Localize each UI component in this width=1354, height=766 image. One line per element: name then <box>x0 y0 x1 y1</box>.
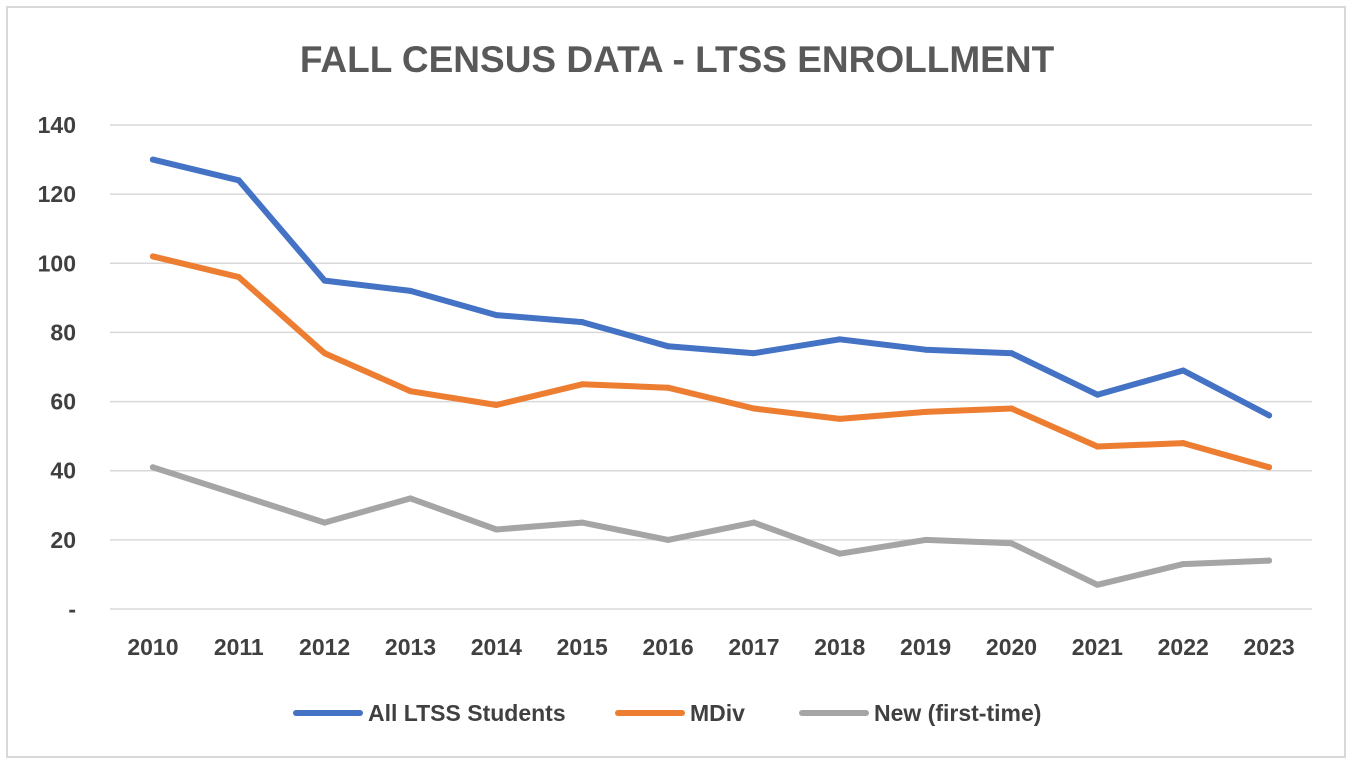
data-point-new-first-time <box>407 495 414 502</box>
legend-label: MDiv <box>690 700 745 726</box>
data-point-all-ltss-students <box>149 156 156 163</box>
y-axis-ticks: - 20 40 60 80 100 120 140 <box>38 112 76 622</box>
data-point-new-first-time <box>321 519 328 526</box>
data-point-mdiv <box>1008 405 1015 412</box>
x-axis-ticks: 2010 2011 2012 2013 2014 2015 2016 2017 2018 2019… <box>127 634 1294 660</box>
legend-label: All LTSS Students <box>368 700 566 726</box>
x-tick-label: 2013 <box>385 634 436 660</box>
data-point-mdiv <box>407 388 414 395</box>
data-point-new-first-time <box>836 550 843 557</box>
y-tick-label: 40 <box>50 458 76 484</box>
data-point-new-first-time <box>1180 561 1187 568</box>
data-point-all-ltss-students <box>1094 391 1101 398</box>
x-tick-label: 2014 <box>471 634 522 660</box>
chart-title: FALL CENSUS DATA - LTSS ENROLLMENT <box>300 39 1055 80</box>
y-tick-label: 100 <box>38 250 76 276</box>
data-point-new-first-time <box>579 519 586 526</box>
data-point-new-first-time <box>149 464 156 471</box>
data-point-new-first-time <box>1008 540 1015 547</box>
data-point-all-ltss-students <box>922 346 929 353</box>
data-point-new-first-time <box>1266 557 1273 564</box>
legend-label: New (first-time) <box>874 700 1041 726</box>
data-point-all-ltss-students <box>493 312 500 319</box>
series-lines <box>149 156 1273 588</box>
data-point-mdiv <box>665 384 672 391</box>
data-point-all-ltss-students <box>1266 412 1273 419</box>
data-point-all-ltss-students <box>665 343 672 350</box>
y-tick-label: 80 <box>50 319 76 345</box>
data-point-mdiv <box>235 274 242 281</box>
legend: All LTSS Students MDiv New (first-time) <box>293 700 1041 726</box>
data-point-all-ltss-students <box>321 277 328 284</box>
x-tick-label: 2018 <box>814 634 865 660</box>
data-point-mdiv <box>1180 440 1187 447</box>
series-line-new-first-time <box>149 464 1273 588</box>
data-point-all-ltss-students <box>1008 350 1015 357</box>
x-tick-label: 2021 <box>1072 634 1123 660</box>
x-tick-label: 2016 <box>642 634 693 660</box>
data-point-all-ltss-students <box>1180 367 1187 374</box>
x-tick-label: 2012 <box>299 634 350 660</box>
data-point-mdiv <box>1266 464 1273 471</box>
data-point-new-first-time <box>493 526 500 533</box>
data-point-all-ltss-students <box>235 177 242 184</box>
x-tick-label: 2019 <box>900 634 951 660</box>
data-point-mdiv <box>836 415 843 422</box>
data-point-all-ltss-students <box>579 319 586 326</box>
data-point-mdiv <box>321 350 328 357</box>
chart-frame <box>6 6 1346 758</box>
data-point-mdiv <box>493 402 500 409</box>
x-tick-label: 2015 <box>557 634 608 660</box>
data-point-new-first-time <box>235 491 242 498</box>
x-tick-label: 2017 <box>728 634 779 660</box>
x-tick-label: 2023 <box>1243 634 1294 660</box>
x-tick-label: 2011 <box>214 634 264 660</box>
data-point-new-first-time <box>750 519 757 526</box>
data-point-mdiv <box>1094 443 1101 450</box>
y-tick-label: 140 <box>38 112 76 138</box>
data-point-all-ltss-students <box>750 350 757 357</box>
data-point-mdiv <box>149 253 156 260</box>
data-point-mdiv <box>750 405 757 412</box>
data-point-all-ltss-students <box>836 336 843 343</box>
y-tick-label: 20 <box>50 527 76 553</box>
x-tick-label: 2010 <box>127 634 178 660</box>
y-tick-label: - <box>68 596 76 622</box>
data-point-mdiv <box>579 381 586 388</box>
gridlines <box>110 124 1312 610</box>
series-line-all-ltss-students <box>149 156 1273 419</box>
data-point-new-first-time <box>1094 581 1101 588</box>
series-line-mdiv <box>149 253 1273 471</box>
y-tick-label: 60 <box>50 389 76 415</box>
x-tick-label: 2022 <box>1158 634 1209 660</box>
data-point-all-ltss-students <box>407 287 414 294</box>
x-tick-label: 2020 <box>986 634 1037 660</box>
data-point-new-first-time <box>665 536 672 543</box>
data-point-mdiv <box>922 408 929 415</box>
data-point-new-first-time <box>922 536 929 543</box>
y-tick-label: 120 <box>38 181 76 207</box>
